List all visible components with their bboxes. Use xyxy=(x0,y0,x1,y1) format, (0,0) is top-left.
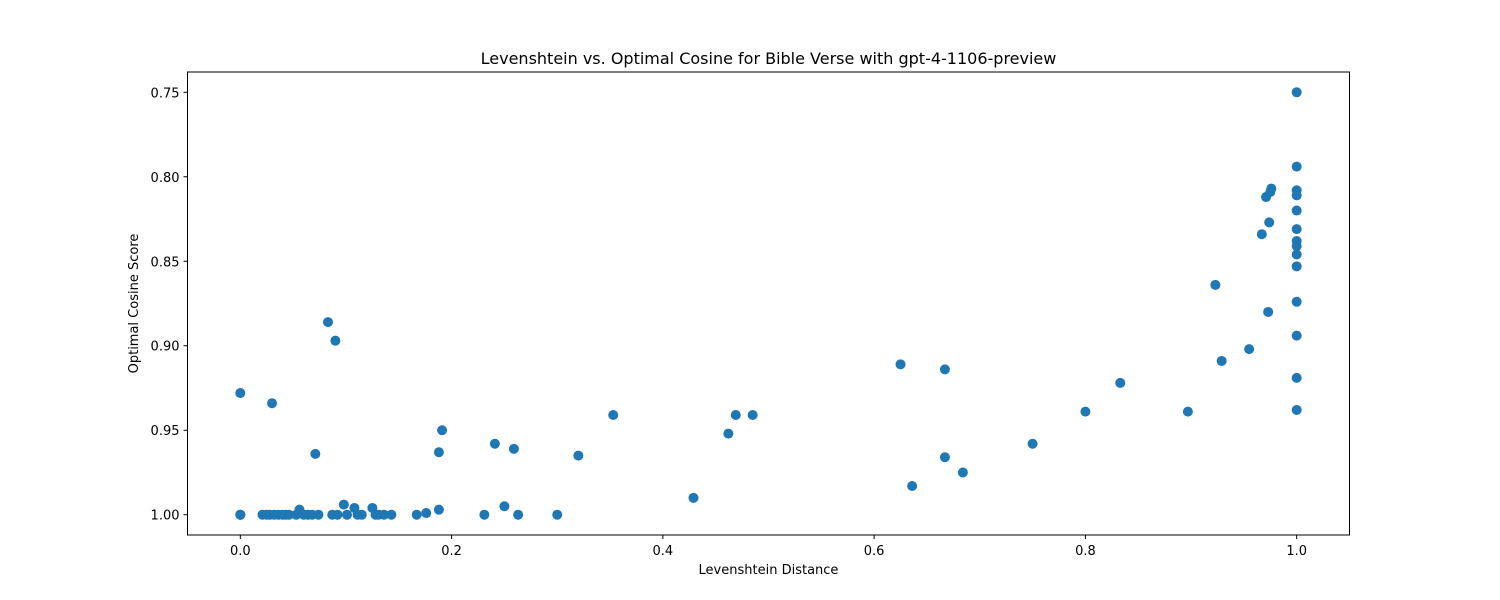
data-point xyxy=(283,509,294,520)
y-tick-label: 1.00 xyxy=(151,509,180,524)
data-point xyxy=(907,480,918,491)
data-point xyxy=(499,501,510,512)
data-point xyxy=(310,448,321,459)
data-point xyxy=(1291,261,1302,272)
data-point xyxy=(411,509,422,520)
data-point xyxy=(730,410,741,421)
data-point xyxy=(433,447,444,458)
y-axis-ticks: 0.75 0.80 0.85 0.90 0.95 1.00 xyxy=(151,86,188,524)
data-point xyxy=(437,425,448,436)
y-tick-label: 0.95 xyxy=(151,424,180,439)
x-tick-label: 0.0 xyxy=(230,544,251,559)
data-point xyxy=(1115,377,1126,388)
data-point xyxy=(1216,355,1227,366)
data-point xyxy=(1256,229,1267,240)
y-tick-label: 0.80 xyxy=(151,171,180,186)
data-point xyxy=(421,508,432,519)
data-point xyxy=(608,410,619,421)
data-point xyxy=(1291,224,1302,235)
x-axis-ticks: 0.0 0.2 0.4 0.6 0.8 1.0 xyxy=(230,535,1307,559)
data-point xyxy=(513,509,524,520)
data-point xyxy=(1182,406,1193,417)
y-axis-label: Optimal Cosine Score xyxy=(127,234,142,374)
data-point xyxy=(378,509,389,520)
data-point xyxy=(1291,404,1302,415)
data-point xyxy=(1291,205,1302,216)
data-point xyxy=(1264,217,1275,228)
data-point xyxy=(688,492,699,503)
data-point xyxy=(1263,306,1274,317)
data-point xyxy=(489,438,500,449)
data-point xyxy=(573,450,584,461)
data-point xyxy=(723,428,734,439)
data-point xyxy=(939,452,950,463)
x-tick-label: 0.2 xyxy=(441,544,462,559)
x-tick-label: 0.6 xyxy=(864,544,885,559)
data-point xyxy=(747,410,758,421)
data-point xyxy=(1291,296,1302,307)
data-point xyxy=(235,509,246,520)
data-point xyxy=(1291,87,1302,98)
data-point xyxy=(1291,330,1302,341)
data-point xyxy=(433,504,444,515)
data-point xyxy=(479,509,490,520)
data-point xyxy=(342,509,353,520)
x-tick-label: 0.4 xyxy=(653,544,674,559)
x-tick-label: 1.0 xyxy=(1286,544,1307,559)
data-point xyxy=(1291,241,1302,252)
y-tick-label: 0.75 xyxy=(151,86,180,101)
plot-area-frame xyxy=(187,71,1350,536)
data-point xyxy=(552,509,563,520)
data-point xyxy=(322,317,333,328)
data-point xyxy=(957,467,968,478)
data-point xyxy=(1291,190,1302,201)
data-point xyxy=(1080,406,1091,417)
data-point xyxy=(1266,183,1277,194)
x-tick-label: 0.8 xyxy=(1075,544,1096,559)
data-point xyxy=(332,509,343,520)
data-point xyxy=(338,499,349,510)
data-point xyxy=(356,509,367,520)
data-point xyxy=(1291,372,1302,383)
data-point xyxy=(1210,279,1221,290)
data-points xyxy=(235,87,1302,520)
data-point xyxy=(1291,249,1302,260)
data-point xyxy=(895,359,906,370)
data-point xyxy=(386,509,397,520)
x-axis-label: Levenshtein Distance xyxy=(699,563,839,578)
chart-title: Levenshtein vs. Optimal Cosine for Bible… xyxy=(481,49,1057,68)
data-point xyxy=(1291,161,1302,172)
data-point xyxy=(267,398,278,409)
data-point xyxy=(508,443,519,454)
data-point xyxy=(1244,344,1255,355)
data-point xyxy=(235,388,246,399)
y-tick-label: 0.85 xyxy=(151,255,180,270)
data-point xyxy=(1027,438,1038,449)
data-point xyxy=(330,335,341,346)
data-point xyxy=(313,509,324,520)
data-point xyxy=(939,364,950,375)
y-tick-label: 0.90 xyxy=(151,340,180,355)
